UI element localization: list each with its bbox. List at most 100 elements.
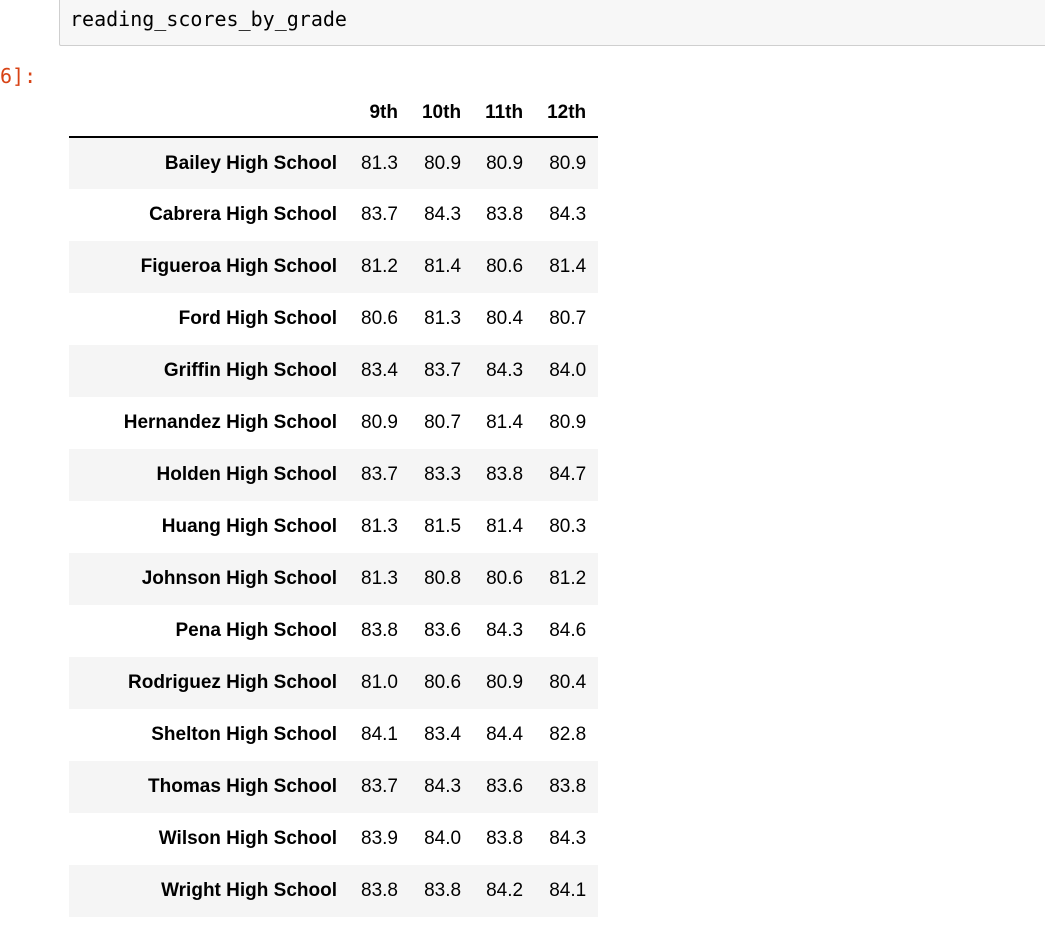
table-cell: 84.0 [424,828,462,849]
output-prompt: 6]: [0,64,37,88]
table-row: Wilson High School 83.9 84.0 83.8 84.3 [69,813,598,865]
table-cell: 80.6 [361,308,398,329]
table-row: Shelton High School 84.1 83.4 84.4 82.8 [69,709,598,761]
table-cell: 81.3 [361,568,398,589]
table-cell: 83.4 [361,360,398,381]
header-row: 9th 10th 11th 12th [69,90,599,138]
row-index-label: Cabrera High School [149,204,337,225]
table-cell: 80.9 [549,412,587,433]
column-header: 12th [535,90,599,138]
table-header: 9th 10th 11th 12th [69,90,599,138]
row-index-label: Figueroa High School [140,256,337,277]
row-index-label: Bailey High School [164,152,337,174]
dataframe-table: 9th 10th 11th 12th Bailey High School 81.… [69,90,599,917]
table-cell: 84.3 [424,204,462,225]
table-row: Ford High School 80.6 81.3 80.4 80.7 [69,293,598,345]
table-cell: 83.7 [361,204,398,225]
table-cell: 80.9 [361,412,398,433]
row-index-label: Pena High School [175,620,337,641]
index-header [69,90,349,138]
table-cell: 80.6 [486,256,524,277]
column-header: 11th [473,90,536,138]
code-text[interactable]: reading_scores_by_grade [70,7,347,31]
table-cell: 84.1 [361,724,398,745]
table-cell: 80.7 [424,412,462,433]
table-cell: 83.8 [424,880,462,901]
table-cell: 83.7 [361,464,398,485]
row-index-label: Griffin High School [163,360,337,381]
table-row: Thomas High School 83.7 84.3 83.6 83.8 [69,761,599,813]
table-cell: 81.3 [361,152,398,174]
row-index-label: Ford High School [178,308,337,329]
table-cell: 81.2 [361,256,398,277]
table-cell: 84.3 [486,360,524,381]
table-cell: 82.8 [549,724,587,745]
table-cell: 80.6 [486,568,524,589]
table-cell: 83.7 [361,776,398,797]
table-row: Johnson High School 81.3 80.8 80.6 81.2 [69,553,599,605]
table-cell: 84.3 [424,776,462,797]
table-cell: 80.6 [424,672,462,693]
table-body: Bailey High School 81.3 80.9 80.9 80.9 Cabrer… [69,137,599,917]
table-cell: 81.0 [361,672,398,693]
table-cell: 81.4 [424,256,462,277]
table-cell: 84.6 [549,620,587,641]
table-cell: 81.4 [486,516,524,537]
row-index-label: Rodriguez High School [128,672,337,693]
table-cell: 83.8 [549,776,587,797]
table-cell: 81.4 [486,412,524,433]
column-header: 10th [409,90,474,138]
table-cell: 83.7 [424,360,462,381]
table-cell: 84.3 [486,620,524,641]
table-row: Figueroa High School 81.2 81.4 80.6 81.4 [69,241,599,293]
code-input-cell[interactable]: reading_scores_by_grade [59,0,1045,46]
table-cell: 84.4 [486,724,524,745]
row-index-label: Wright High School [161,880,337,901]
column-header: 9th [349,90,410,138]
table-row: Cabrera High School 83.7 84.3 83.8 84.3 [69,189,598,241]
table-cell: 80.9 [486,672,524,693]
table-cell: 83.8 [486,464,524,485]
table-cell: 80.7 [549,308,587,329]
table-cell: 83.4 [424,724,462,745]
table-cell: 80.3 [549,516,587,537]
table-cell: 84.1 [549,880,587,901]
table-cell: 81.5 [424,516,462,537]
table-row: Hernandez High School 80.9 80.7 81.4 80.9 [69,397,598,449]
table-cell: 80.8 [424,568,462,589]
table-cell: 83.8 [486,204,524,225]
row-index-label: Huang High School [161,516,337,537]
table-cell: 84.3 [549,204,587,225]
table-row: Griffin High School 83.4 83.7 84.3 84.0 [69,345,599,397]
row-index-label: Wilson High School [158,828,337,849]
table-cell: 80.4 [486,308,524,329]
table-cell: 84.7 [549,464,587,485]
table-cell: 81.3 [361,516,398,537]
row-index-label: Holden High School [156,464,338,485]
table-cell: 83.3 [424,464,462,485]
table-cell: 83.6 [486,776,524,797]
table-cell: 81.4 [549,256,587,277]
table-cell: 80.4 [549,672,587,693]
table-row: Pena High School 83.8 83.6 84.3 84.6 [69,605,598,657]
table-cell: 83.8 [486,828,524,849]
table-row: Huang High School 81.3 81.5 81.4 80.3 [69,501,598,553]
row-index-label: Thomas High School [148,776,337,797]
table-cell: 84.2 [486,880,524,901]
table-row: Rodriguez High School 81.0 80.6 80.9 80.4 [69,657,599,709]
row-index-label: Johnson High School [141,568,337,589]
table-cell: 83.9 [361,828,398,849]
table-cell: 80.9 [486,152,524,174]
table-cell: 84.0 [549,360,587,381]
table-cell: 83.6 [424,620,462,641]
table-cell: 80.9 [549,152,587,174]
row-index-label: Hernandez High School [123,412,337,433]
table-cell: 81.2 [549,568,587,589]
table-row: Holden High School 83.7 83.3 83.8 84.7 [69,449,599,501]
table-cell: 83.8 [361,620,398,641]
table-row: Wright High School 83.8 83.8 84.2 84.1 [69,865,599,917]
table-row: Bailey High School 81.3 80.9 80.9 80.9 [69,137,599,189]
table-cell: 83.8 [361,880,398,901]
table-cell: 81.3 [424,308,462,329]
